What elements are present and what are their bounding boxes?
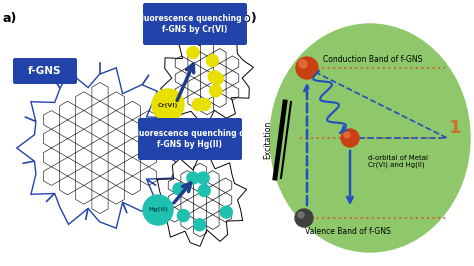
Circle shape (187, 172, 199, 184)
Circle shape (206, 55, 219, 66)
Circle shape (299, 60, 307, 68)
Circle shape (197, 172, 209, 184)
Text: Cr(VI): Cr(VI) (158, 102, 178, 107)
Polygon shape (153, 154, 246, 246)
Circle shape (177, 210, 190, 222)
Circle shape (152, 89, 184, 121)
Circle shape (143, 195, 173, 225)
Text: Hg(II): Hg(II) (148, 207, 168, 213)
Text: Fluorescence quenching of
f-GNS by Cr(VI): Fluorescence quenching of f-GNS by Cr(VI… (137, 14, 254, 34)
Ellipse shape (270, 24, 470, 252)
Circle shape (344, 132, 350, 138)
Text: Conduction Band of f-GNS: Conduction Band of f-GNS (323, 56, 422, 64)
Circle shape (298, 212, 304, 218)
Circle shape (173, 183, 185, 195)
Text: b): b) (242, 12, 257, 25)
Circle shape (211, 73, 223, 85)
Circle shape (220, 206, 232, 218)
Polygon shape (18, 69, 177, 227)
Text: Valence Band of f-GNS: Valence Band of f-GNS (305, 227, 391, 236)
Circle shape (199, 98, 210, 110)
Circle shape (341, 129, 359, 147)
Text: Fluorescence quenching of
f-GNS by Hg(II): Fluorescence quenching of f-GNS by Hg(II… (131, 129, 248, 149)
Text: a): a) (3, 12, 18, 25)
Circle shape (198, 185, 210, 197)
Text: Excitation: Excitation (264, 121, 273, 159)
FancyBboxPatch shape (143, 3, 247, 45)
FancyBboxPatch shape (138, 118, 242, 160)
Circle shape (187, 47, 199, 59)
Circle shape (296, 57, 318, 79)
Circle shape (295, 209, 313, 227)
Text: d-orbital of Metal
Cr(VI) and Hg(II): d-orbital of Metal Cr(VI) and Hg(II) (368, 155, 428, 168)
Circle shape (192, 99, 204, 111)
Circle shape (208, 71, 220, 83)
Circle shape (210, 85, 222, 97)
Text: f-GNS: f-GNS (28, 66, 62, 76)
FancyBboxPatch shape (13, 58, 77, 84)
Text: 1: 1 (449, 119, 461, 137)
Polygon shape (161, 31, 254, 125)
Circle shape (194, 219, 206, 231)
